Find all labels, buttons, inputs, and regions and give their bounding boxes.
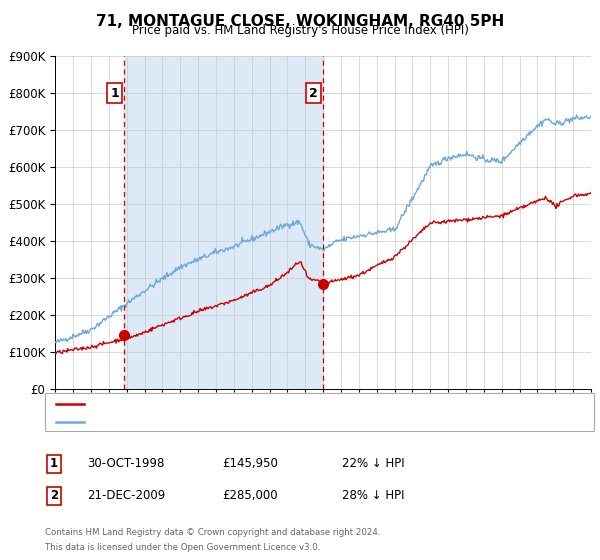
Text: HPI: Average price, detached house, Wokingham: HPI: Average price, detached house, Woki…: [88, 417, 355, 427]
Text: 2: 2: [50, 489, 58, 502]
Text: Contains HM Land Registry data © Crown copyright and database right 2024.: Contains HM Land Registry data © Crown c…: [45, 528, 380, 536]
Bar: [124, 56, 323, 389]
Text: 22% ↓ HPI: 22% ↓ HPI: [342, 457, 404, 470]
Text: 21-DEC-2009: 21-DEC-2009: [87, 489, 165, 502]
Text: £285,000: £285,000: [222, 489, 278, 502]
Text: 1: 1: [50, 457, 58, 470]
Text: 71, MONTAGUE CLOSE, WOKINGHAM, RG40 5PH (detached house): 71, MONTAGUE CLOSE, WOKINGHAM, RG40 5PH …: [88, 399, 451, 409]
Text: 1: 1: [110, 87, 119, 100]
Text: Price paid vs. HM Land Registry's House Price Index (HPI): Price paid vs. HM Land Registry's House …: [131, 24, 469, 37]
Text: 71, MONTAGUE CLOSE, WOKINGHAM, RG40 5PH: 71, MONTAGUE CLOSE, WOKINGHAM, RG40 5PH: [96, 14, 504, 29]
Text: 2: 2: [309, 87, 318, 100]
Text: 30-OCT-1998: 30-OCT-1998: [87, 457, 164, 470]
Text: £145,950: £145,950: [222, 457, 278, 470]
Text: 28% ↓ HPI: 28% ↓ HPI: [342, 489, 404, 502]
Text: This data is licensed under the Open Government Licence v3.0.: This data is licensed under the Open Gov…: [45, 543, 320, 552]
